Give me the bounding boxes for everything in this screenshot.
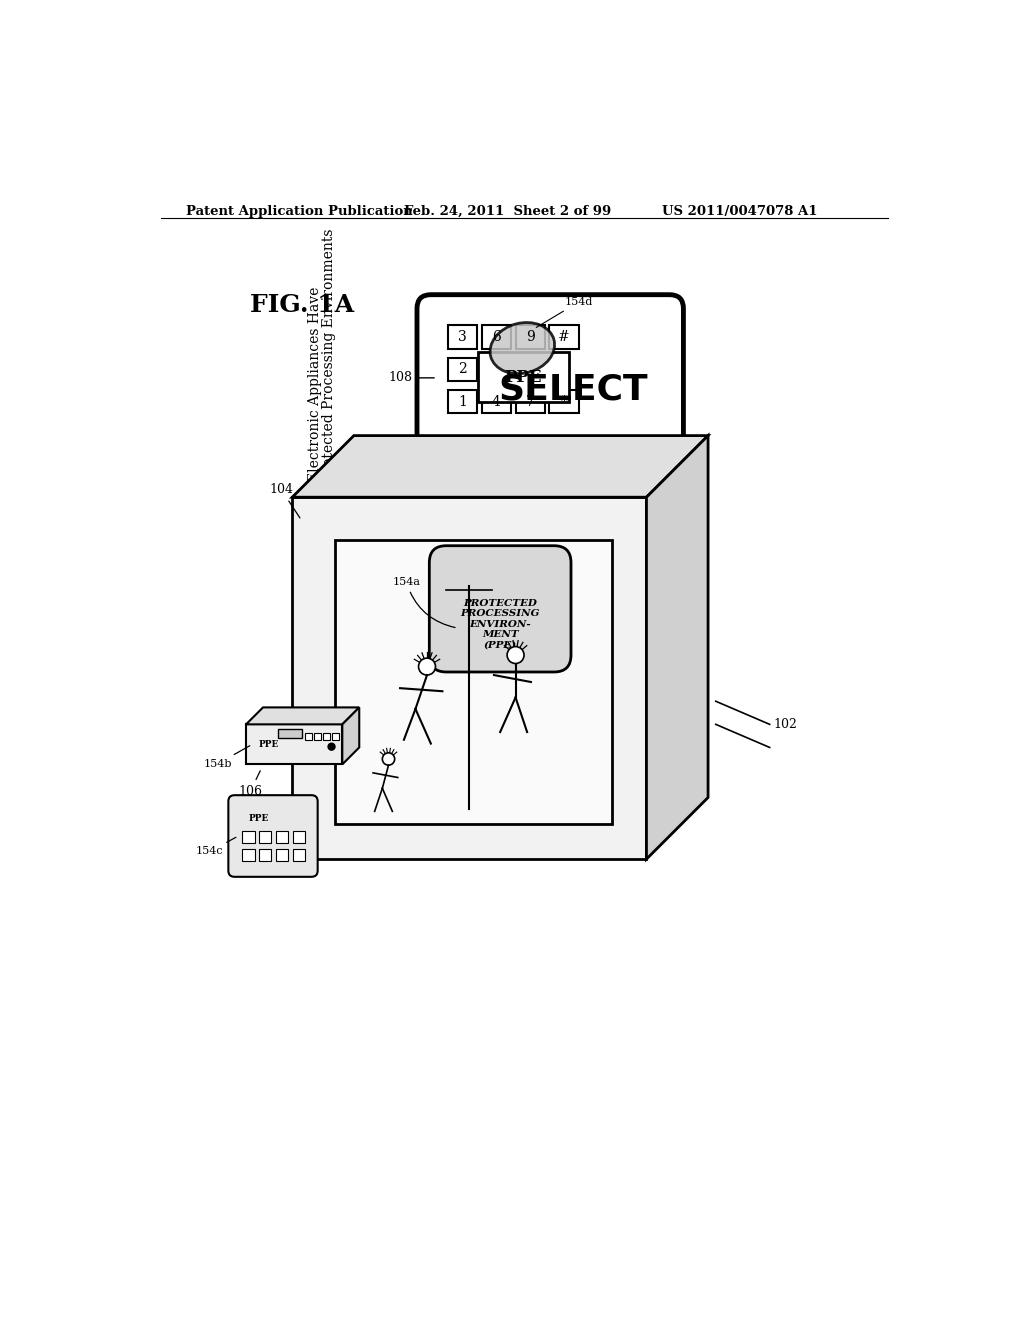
Text: FIG. 1A: FIG. 1A xyxy=(250,293,354,317)
Text: 1: 1 xyxy=(458,395,467,409)
Text: Protected Processing Environments: Protected Processing Environments xyxy=(322,228,336,482)
Bar xyxy=(293,849,305,862)
Text: *: * xyxy=(560,395,567,409)
Bar xyxy=(292,498,646,859)
Bar xyxy=(335,540,611,825)
Bar xyxy=(243,830,255,843)
Bar xyxy=(246,725,342,764)
Text: 9: 9 xyxy=(525,330,535,345)
Circle shape xyxy=(382,752,394,766)
Text: PPE: PPE xyxy=(258,741,279,748)
Text: PPE: PPE xyxy=(249,813,268,822)
Text: US 2011/0047078 A1: US 2011/0047078 A1 xyxy=(662,205,817,218)
Bar xyxy=(481,391,511,413)
Bar xyxy=(259,849,271,862)
Ellipse shape xyxy=(490,322,555,374)
Bar xyxy=(447,358,477,381)
Text: 154c: 154c xyxy=(196,837,236,857)
Text: SELECT: SELECT xyxy=(499,372,648,407)
Text: Feb. 24, 2011  Sheet 2 of 99: Feb. 24, 2011 Sheet 2 of 99 xyxy=(403,205,611,218)
Bar xyxy=(259,830,271,843)
Bar xyxy=(313,733,321,739)
FancyBboxPatch shape xyxy=(429,545,571,672)
Text: 104: 104 xyxy=(269,483,300,517)
Text: 7: 7 xyxy=(525,395,535,409)
Polygon shape xyxy=(646,436,708,859)
Text: 106: 106 xyxy=(239,771,262,797)
Text: 154d: 154d xyxy=(537,297,593,327)
Text: 3: 3 xyxy=(458,330,467,345)
Bar xyxy=(243,849,255,862)
Circle shape xyxy=(419,659,435,675)
Bar xyxy=(478,351,568,403)
FancyBboxPatch shape xyxy=(417,294,683,473)
Bar xyxy=(333,733,339,739)
Circle shape xyxy=(328,743,335,750)
Polygon shape xyxy=(246,708,359,725)
Text: Electronic Appliances Have: Electronic Appliances Have xyxy=(307,286,322,482)
Text: 2: 2 xyxy=(458,363,467,376)
Bar xyxy=(276,849,289,862)
Bar xyxy=(515,326,545,348)
Text: 6: 6 xyxy=(492,330,501,345)
Polygon shape xyxy=(342,708,359,764)
Bar xyxy=(515,391,545,413)
Text: PPE: PPE xyxy=(505,368,542,385)
Bar xyxy=(550,391,579,413)
Text: 108: 108 xyxy=(388,371,434,384)
Text: 102: 102 xyxy=(773,718,798,731)
FancyBboxPatch shape xyxy=(228,795,317,876)
Bar xyxy=(304,733,311,739)
Bar xyxy=(293,830,305,843)
Bar xyxy=(447,391,477,413)
Bar xyxy=(550,326,579,348)
Bar xyxy=(279,729,301,738)
Text: 154b: 154b xyxy=(204,746,250,768)
Circle shape xyxy=(507,647,524,664)
Bar xyxy=(276,830,289,843)
Text: 4: 4 xyxy=(492,395,501,409)
Bar xyxy=(481,326,511,348)
Bar xyxy=(323,733,330,739)
Text: PROTECTED
PROCESSING
ENVIRON-
MENT
(PPE): PROTECTED PROCESSING ENVIRON- MENT (PPE) xyxy=(461,599,540,649)
Polygon shape xyxy=(292,436,708,498)
Text: 154a: 154a xyxy=(392,577,455,627)
Text: Patent Application Publication: Patent Application Publication xyxy=(186,205,413,218)
Bar xyxy=(447,326,477,348)
Text: #: # xyxy=(558,330,570,345)
